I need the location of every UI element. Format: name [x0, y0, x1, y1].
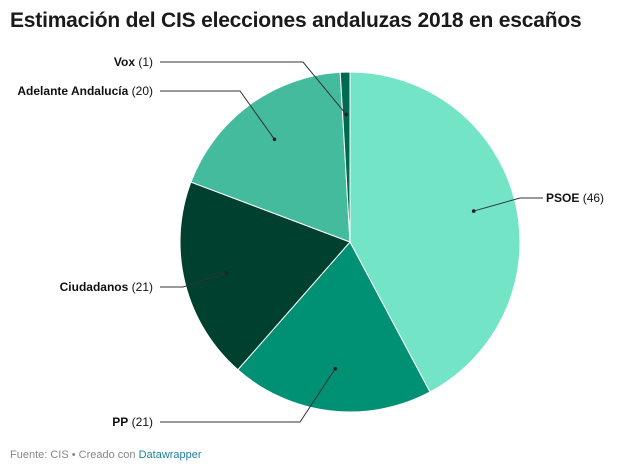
pie-slice-adelante-andalucia[interactable]	[190, 71, 351, 243]
leader-dot-adelante-andalucia	[272, 137, 277, 142]
slice-label-adelante-andalucia: Adelante Andalucía (20)	[17, 84, 153, 98]
leader-line-adelante-andalucia	[160, 90, 275, 140]
slice-label-name: Ciudadanos	[60, 280, 129, 294]
leader-dot-vox	[344, 112, 349, 117]
slice-label-name: PP	[112, 415, 128, 429]
slice-label-name: Vox	[114, 55, 135, 69]
leader-dot-ciudadanos	[224, 271, 229, 275]
footer-credit-link[interactable]: Datawrapper	[138, 449, 202, 461]
slice-label-value: (46)	[579, 191, 604, 205]
pie-slice-pp[interactable]	[237, 241, 431, 413]
leader-line-pp	[160, 368, 336, 423]
footer: Fuente: CIS • Creado con Datawrapper	[10, 449, 202, 461]
slice-label-value: (1)	[135, 55, 153, 69]
slice-label-value: (20)	[128, 84, 153, 98]
slice-label-psoe: PSOE (46)	[546, 191, 604, 205]
slice-label-value: (21)	[128, 280, 153, 294]
slice-label-ciudadanos: Ciudadanos (21)	[60, 280, 153, 294]
pie-slice-psoe[interactable]	[349, 71, 521, 393]
footer-source: Fuente: CIS • Creado con	[10, 449, 139, 461]
leader-line-psoe	[473, 197, 543, 212]
slice-label-value: (21)	[128, 415, 153, 429]
leader-dot-psoe	[471, 209, 476, 213]
slice-label-name: PSOE	[546, 191, 579, 205]
slice-label-vox: Vox (1)	[114, 55, 153, 69]
leader-line-ciudadanos	[160, 272, 227, 288]
leader-line-vox	[160, 61, 347, 115]
leader-dot-pp	[333, 366, 338, 371]
pie-slice-ciudadanos[interactable]	[179, 181, 351, 371]
slice-label-name: Adelante Andalucía	[17, 84, 128, 98]
chart-title: Estimación del CIS elecciones andaluzas …	[10, 9, 582, 32]
slice-label-pp: PP (21)	[112, 415, 153, 429]
